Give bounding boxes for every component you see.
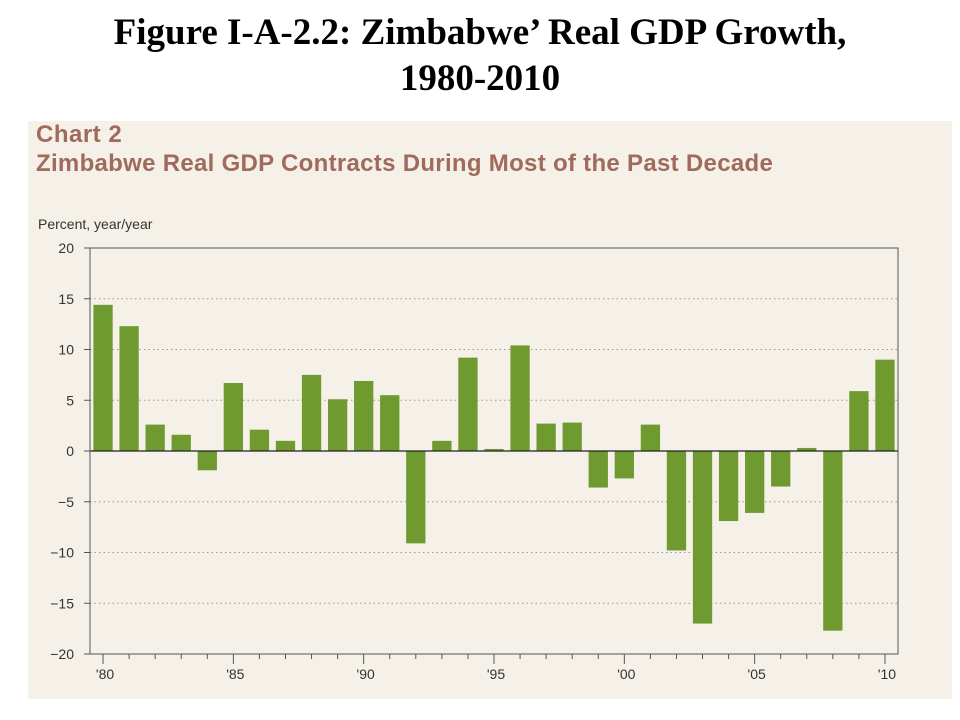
bar-2000 <box>614 451 634 479</box>
x-tick-label: '95 <box>487 666 505 682</box>
bar-1992 <box>406 451 426 544</box>
y-tick-label: 20 <box>58 240 74 256</box>
bar-2005 <box>745 451 765 513</box>
bar-1983 <box>171 434 191 451</box>
y-tick-label: 15 <box>58 291 74 307</box>
x-tick-label: '05 <box>748 666 766 682</box>
bar-1990 <box>354 380 374 451</box>
chart-title: Zimbabwe Real GDP Contracts During Most … <box>36 150 774 177</box>
y-axis-ticks: 20 15 10 5 0 −5 −10 −15 −20 <box>50 240 90 662</box>
bar-2004 <box>718 451 739 522</box>
bar-2002 <box>666 451 687 551</box>
bar-1993 <box>432 440 452 451</box>
bars <box>93 304 895 631</box>
y-tick-label: −15 <box>50 595 74 611</box>
bar-1980 <box>93 304 113 451</box>
x-tick-label: '10 <box>878 666 896 682</box>
slide-title-line1: Figure I-A-2.2: Zimbabwe’ Real GDP Growt… <box>113 12 847 53</box>
bar-1989 <box>327 399 348 451</box>
bar-2007 <box>797 447 817 451</box>
y-tick-label: −20 <box>50 646 74 662</box>
bar-2006 <box>771 451 791 487</box>
bar-2009 <box>849 391 869 451</box>
bar-1998 <box>562 422 582 451</box>
bar-2010 <box>875 359 895 451</box>
y-tick-label: 5 <box>66 392 74 408</box>
bar-1995 <box>484 448 504 451</box>
bar-1986 <box>249 429 270 451</box>
x-axis-ticks: '80 '85 '90 '95 '00 '05 '10 <box>96 654 896 682</box>
bar-1987 <box>275 440 296 451</box>
y-tick-label: −5 <box>58 494 74 510</box>
bar-1996 <box>510 345 530 451</box>
bar-chart: Percent, year/year 20 15 10 5 0 −5 −10 −15 −20 '… <box>38 216 899 682</box>
bar-1999 <box>588 451 608 488</box>
bar-1982 <box>145 424 165 451</box>
bar-1994 <box>458 357 478 451</box>
chart-panel: Chart 2 Zimbabwe Real GDP Contracts Duri… <box>28 121 952 699</box>
bar-1984 <box>197 451 217 471</box>
y-tick-label: −10 <box>50 545 74 561</box>
x-tick-label: '90 <box>357 666 375 682</box>
y-axis-label: Percent, year/year <box>38 216 153 232</box>
bar-1981 <box>119 326 139 451</box>
x-tick-label: '85 <box>226 666 244 682</box>
bar-1997 <box>536 423 556 451</box>
bar-1988 <box>301 374 322 451</box>
plot-border <box>89 247 899 655</box>
x-tick-label: '00 <box>617 666 635 682</box>
x-tick-label: '80 <box>96 666 114 682</box>
chart-number-label: Chart 2 <box>36 121 123 148</box>
bar-2003 <box>692 451 713 624</box>
bar-1991 <box>380 395 400 451</box>
y-tick-label: 0 <box>66 443 74 459</box>
bar-1985 <box>223 382 243 451</box>
bar-2001 <box>640 424 661 451</box>
y-tick-label: 10 <box>58 342 74 358</box>
slide-title: Figure I-A-2.2: Zimbabwe’ Real GDP Growt… <box>0 10 960 102</box>
plot-frame <box>89 247 899 655</box>
slide-title-line2: 1980-2010 <box>399 58 561 99</box>
bar-2008 <box>823 451 843 631</box>
